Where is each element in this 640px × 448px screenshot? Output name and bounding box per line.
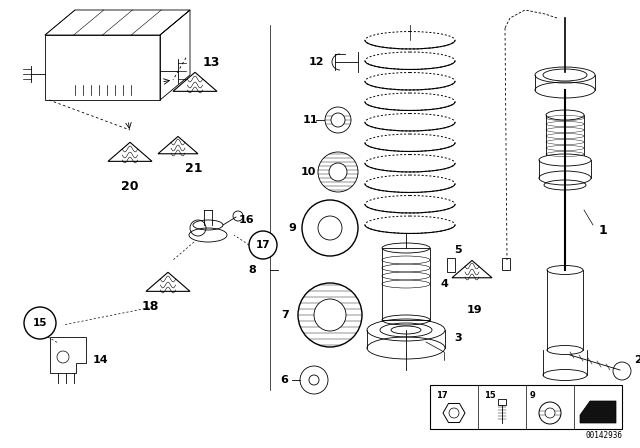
Text: 6: 6 — [280, 375, 288, 385]
Text: 5: 5 — [454, 245, 462, 255]
Text: 15: 15 — [484, 391, 496, 400]
Text: 14: 14 — [92, 355, 108, 365]
Text: 19: 19 — [467, 305, 483, 315]
Bar — [382, 248, 430, 320]
Bar — [502, 258, 510, 270]
Text: 16: 16 — [238, 215, 254, 225]
Text: 10: 10 — [300, 167, 316, 177]
Polygon shape — [580, 401, 616, 423]
Text: 21: 21 — [185, 161, 203, 175]
Text: 9: 9 — [288, 223, 296, 233]
Text: 17: 17 — [256, 240, 270, 250]
Text: 2: 2 — [634, 355, 640, 365]
Circle shape — [24, 307, 56, 339]
Text: 4: 4 — [440, 279, 448, 289]
Text: 7: 7 — [281, 310, 289, 320]
Text: 8: 8 — [248, 265, 256, 275]
Bar — [447, 258, 455, 272]
Text: 9: 9 — [530, 391, 536, 400]
Bar — [430, 385, 622, 429]
Text: 20: 20 — [121, 181, 139, 194]
Text: 13: 13 — [202, 56, 220, 69]
Text: 17: 17 — [436, 391, 447, 400]
Text: 15: 15 — [33, 318, 47, 328]
Circle shape — [249, 231, 277, 259]
Text: 1: 1 — [598, 224, 607, 237]
Text: 12: 12 — [308, 57, 324, 67]
Text: 3: 3 — [454, 333, 462, 343]
Bar — [498, 399, 506, 405]
Text: 11: 11 — [302, 115, 317, 125]
Text: 18: 18 — [141, 301, 159, 314]
Text: 00142936: 00142936 — [585, 431, 622, 440]
